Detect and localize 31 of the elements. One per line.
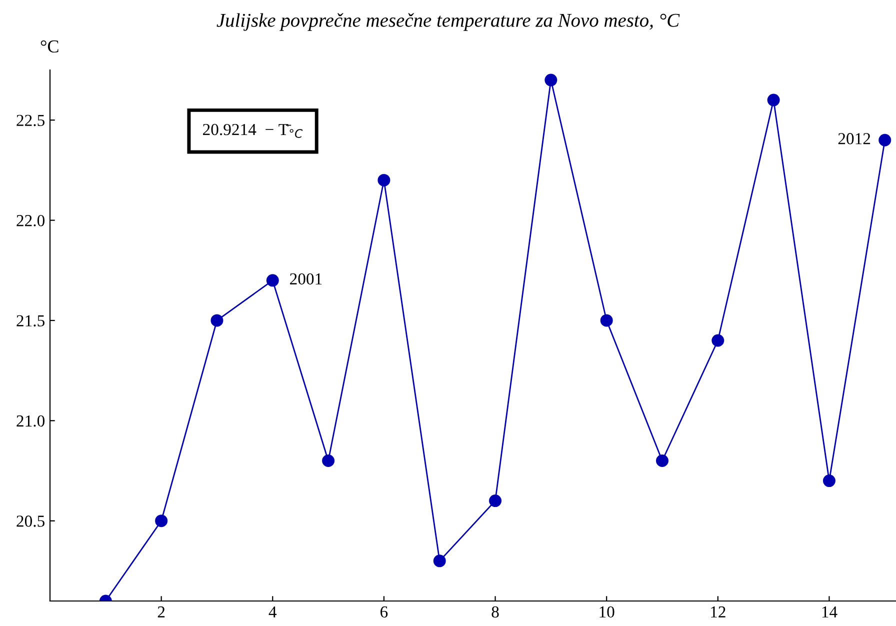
point (712, 334, 724, 347)
annotation: 2012 (838, 133, 870, 144)
point (600, 314, 613, 327)
x-tick-label: 14 (822, 606, 838, 618)
point (822, 474, 836, 488)
x-tick-label: 2 (158, 606, 165, 618)
point (656, 454, 668, 467)
x-tick-label: 10 (600, 606, 614, 618)
point (878, 134, 892, 146)
point (266, 274, 279, 287)
x-tick-label: 4 (268, 606, 277, 618)
point (210, 314, 224, 327)
y-tick-label: 20.5 (16, 516, 44, 527)
y-axis-title: °C (40, 40, 58, 53)
y-tick-label: 22.5 (16, 114, 44, 126)
annotation: 20.9214 − T̄$_{°C}$ (203, 124, 303, 138)
x-tick-label: 6 (380, 606, 388, 618)
y-tick-label: 21.5 (16, 315, 44, 326)
chart-title: Julijske povprečne mesečne temperature za Novo mesto, °C (216, 13, 680, 31)
y-tick-label: 21.0 (16, 415, 45, 427)
y-tick-label: 22.0 (16, 214, 45, 226)
point (767, 94, 780, 106)
point (155, 514, 168, 528)
annotation: 2001 (290, 273, 322, 285)
point (544, 74, 558, 86)
point (378, 174, 390, 186)
x-tick-label: 8 (492, 606, 499, 618)
point (322, 454, 335, 467)
point (489, 494, 502, 508)
x-tick-label: 12 (711, 606, 726, 618)
point (433, 554, 446, 568)
